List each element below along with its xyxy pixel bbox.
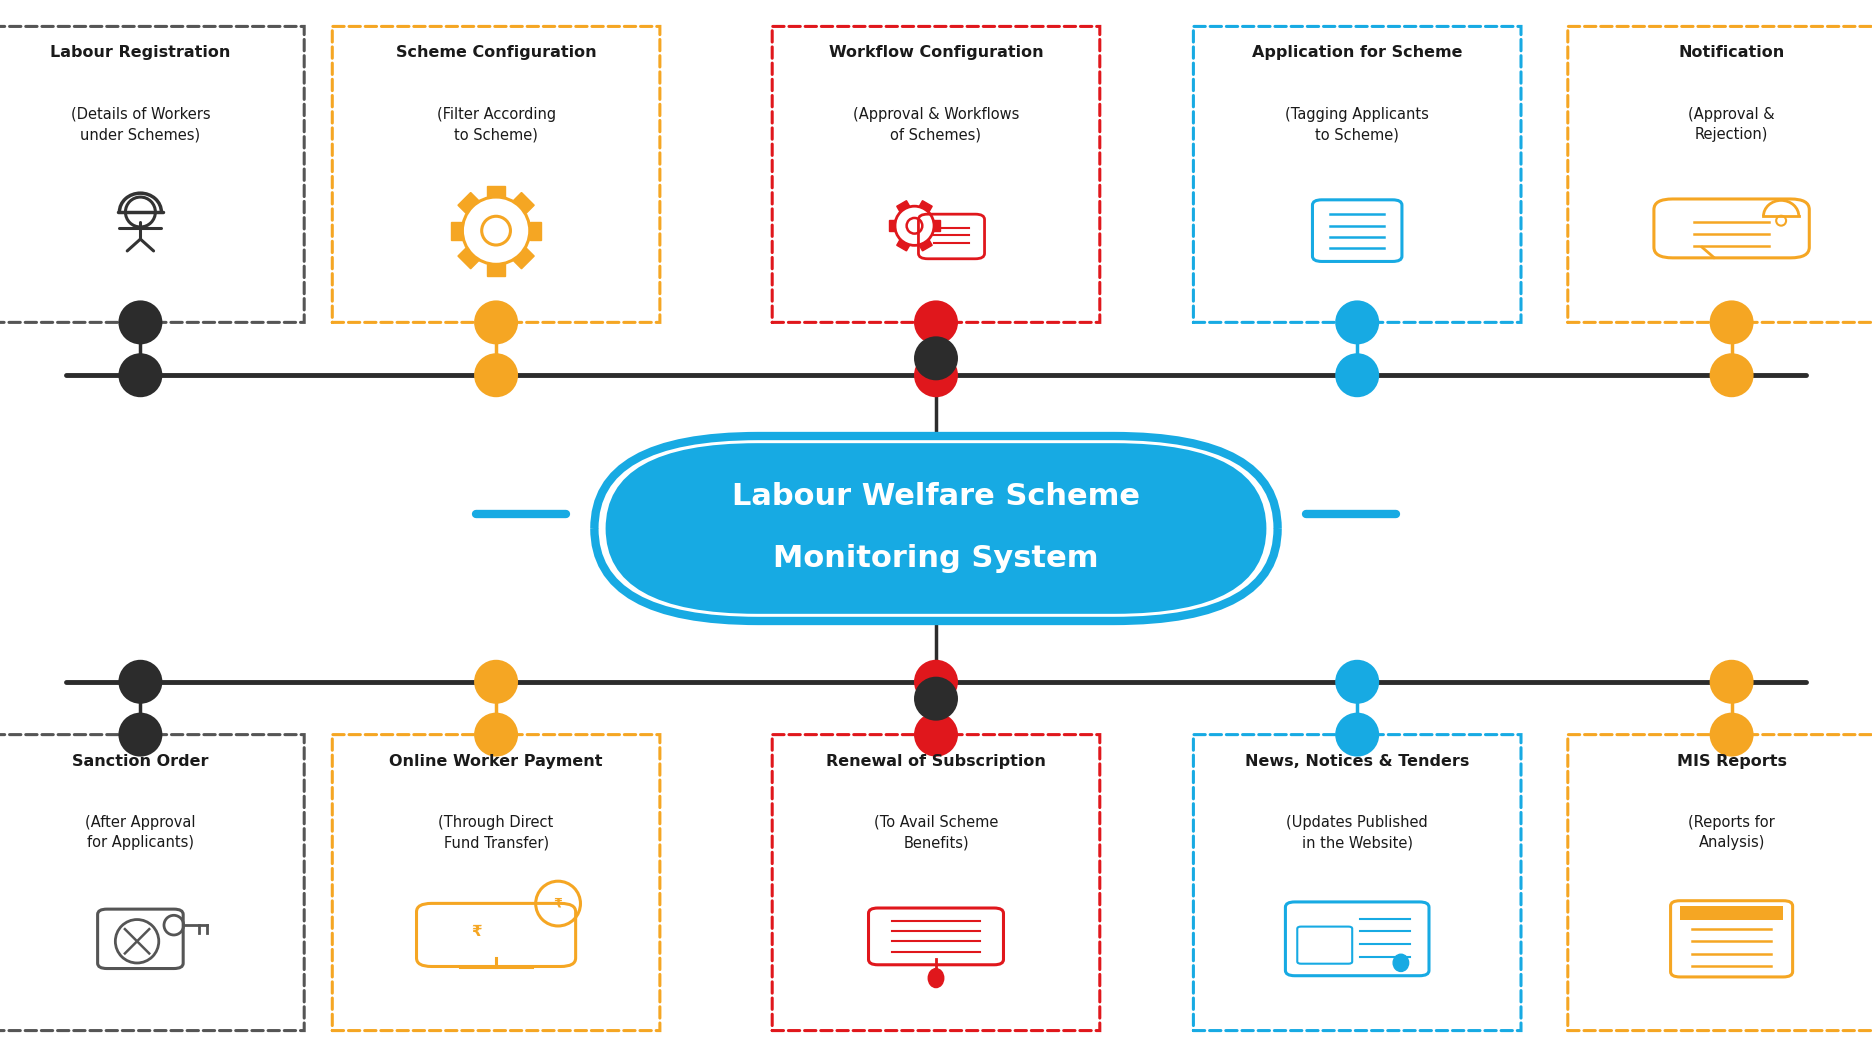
Polygon shape: [459, 248, 479, 268]
Ellipse shape: [915, 679, 957, 719]
Polygon shape: [487, 264, 505, 276]
Text: Workflow Configuration: Workflow Configuration: [829, 45, 1043, 60]
Text: Renewal of Subscription: Renewal of Subscription: [826, 754, 1046, 768]
FancyBboxPatch shape: [919, 215, 985, 259]
Ellipse shape: [915, 715, 957, 755]
Ellipse shape: [915, 302, 957, 342]
Text: ₹: ₹: [554, 897, 562, 910]
FancyBboxPatch shape: [1670, 901, 1793, 977]
Text: (Filter According
to Scheme): (Filter According to Scheme): [436, 107, 556, 142]
Text: (Updates Published
in the Website): (Updates Published in the Website): [1286, 815, 1428, 850]
FancyBboxPatch shape: [1286, 902, 1428, 976]
FancyBboxPatch shape: [771, 26, 1099, 322]
FancyBboxPatch shape: [1297, 927, 1352, 964]
Ellipse shape: [475, 715, 517, 755]
Text: (After Approval
for Applicants): (After Approval for Applicants): [84, 815, 197, 850]
Text: Application for Scheme: Application for Scheme: [1252, 45, 1462, 60]
Ellipse shape: [929, 968, 943, 987]
Ellipse shape: [475, 355, 517, 395]
FancyBboxPatch shape: [1655, 199, 1810, 258]
Ellipse shape: [1337, 662, 1378, 702]
Ellipse shape: [1337, 302, 1378, 342]
Ellipse shape: [475, 662, 517, 702]
Text: Notification: Notification: [1679, 45, 1784, 60]
Ellipse shape: [1711, 302, 1752, 342]
Polygon shape: [889, 220, 895, 231]
Ellipse shape: [1337, 715, 1378, 755]
FancyBboxPatch shape: [607, 443, 1265, 614]
Text: (Reports for
Analysis): (Reports for Analysis): [1689, 815, 1775, 850]
Text: MIS Reports: MIS Reports: [1677, 754, 1786, 768]
Ellipse shape: [120, 662, 161, 702]
FancyBboxPatch shape: [1194, 735, 1522, 1031]
FancyBboxPatch shape: [1569, 26, 1872, 322]
Text: (Through Direct
Fund Transfer): (Through Direct Fund Transfer): [438, 815, 554, 850]
Text: (To Avail Scheme
Benefits): (To Avail Scheme Benefits): [874, 815, 998, 850]
Polygon shape: [459, 192, 479, 214]
Ellipse shape: [915, 355, 957, 395]
Polygon shape: [487, 186, 505, 197]
Text: Labour Welfare Scheme: Labour Welfare Scheme: [732, 482, 1140, 512]
FancyBboxPatch shape: [595, 437, 1279, 622]
Polygon shape: [919, 240, 932, 251]
FancyBboxPatch shape: [1194, 26, 1522, 322]
Ellipse shape: [1711, 662, 1752, 702]
FancyBboxPatch shape: [0, 735, 303, 1031]
Polygon shape: [897, 201, 910, 211]
Polygon shape: [451, 222, 462, 240]
FancyBboxPatch shape: [97, 909, 183, 968]
Polygon shape: [530, 222, 541, 240]
Text: (Approval & Workflows
of Schemes): (Approval & Workflows of Schemes): [854, 107, 1018, 142]
Text: (Tagging Applicants
to Scheme): (Tagging Applicants to Scheme): [1286, 107, 1428, 142]
Text: News, Notices & Tenders: News, Notices & Tenders: [1245, 754, 1470, 768]
Ellipse shape: [120, 302, 161, 342]
Ellipse shape: [120, 355, 161, 395]
Polygon shape: [513, 192, 534, 214]
Text: Monitoring System: Monitoring System: [773, 543, 1099, 573]
Text: (Details of Workers
under Schemes): (Details of Workers under Schemes): [71, 107, 210, 142]
FancyBboxPatch shape: [1569, 735, 1872, 1031]
FancyBboxPatch shape: [869, 908, 1003, 965]
Ellipse shape: [1337, 355, 1378, 395]
FancyBboxPatch shape: [1679, 906, 1784, 921]
FancyBboxPatch shape: [333, 26, 661, 322]
FancyBboxPatch shape: [416, 904, 577, 966]
Polygon shape: [919, 201, 932, 211]
Polygon shape: [513, 248, 534, 268]
Text: Scheme Configuration: Scheme Configuration: [395, 45, 597, 60]
Text: (Approval &
Rejection): (Approval & Rejection): [1689, 107, 1775, 142]
Ellipse shape: [120, 715, 161, 755]
FancyBboxPatch shape: [1312, 200, 1402, 261]
Ellipse shape: [915, 338, 957, 378]
Ellipse shape: [1393, 954, 1408, 971]
Text: Sanction Order: Sanction Order: [73, 754, 208, 768]
FancyBboxPatch shape: [333, 735, 661, 1031]
FancyBboxPatch shape: [771, 735, 1099, 1031]
Ellipse shape: [915, 662, 957, 702]
Ellipse shape: [475, 302, 517, 342]
Polygon shape: [934, 220, 940, 231]
Ellipse shape: [1711, 355, 1752, 395]
Ellipse shape: [1711, 715, 1752, 755]
Polygon shape: [897, 240, 910, 251]
Text: ₹: ₹: [472, 924, 481, 939]
Text: Labour Registration: Labour Registration: [51, 45, 230, 60]
Text: Online Worker Payment: Online Worker Payment: [389, 754, 603, 768]
FancyBboxPatch shape: [0, 26, 303, 322]
